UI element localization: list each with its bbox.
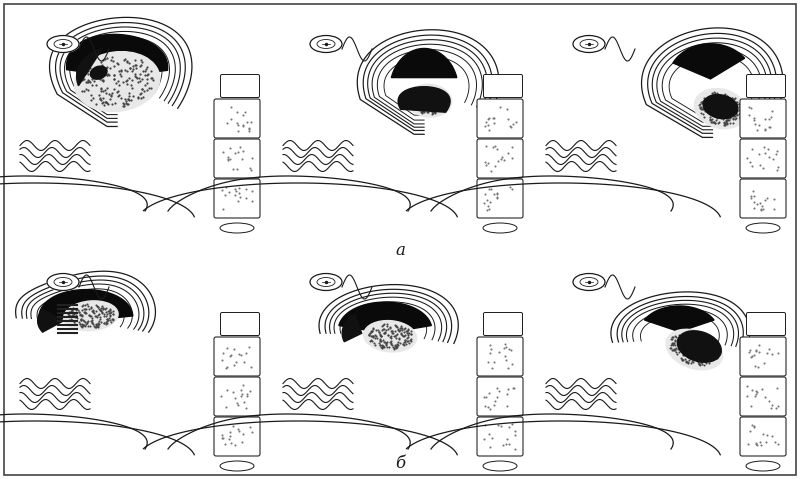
Polygon shape (50, 17, 192, 126)
Ellipse shape (74, 52, 160, 112)
Ellipse shape (694, 89, 746, 129)
Text: а: а (395, 242, 405, 259)
Ellipse shape (703, 94, 738, 119)
FancyBboxPatch shape (477, 99, 523, 138)
FancyBboxPatch shape (477, 139, 523, 178)
Polygon shape (16, 271, 155, 332)
FancyBboxPatch shape (746, 75, 786, 98)
FancyBboxPatch shape (483, 75, 522, 98)
Polygon shape (645, 306, 714, 332)
Polygon shape (66, 34, 168, 77)
Polygon shape (642, 28, 783, 137)
Polygon shape (673, 44, 745, 79)
FancyBboxPatch shape (477, 377, 523, 416)
Polygon shape (391, 48, 457, 78)
Ellipse shape (364, 320, 417, 352)
Ellipse shape (406, 84, 452, 117)
FancyBboxPatch shape (214, 377, 260, 416)
Text: б: б (395, 455, 405, 472)
FancyBboxPatch shape (483, 312, 522, 335)
FancyBboxPatch shape (740, 337, 786, 376)
Ellipse shape (678, 331, 722, 362)
FancyBboxPatch shape (214, 99, 260, 138)
FancyBboxPatch shape (740, 417, 786, 456)
Ellipse shape (666, 329, 722, 370)
Polygon shape (358, 30, 499, 134)
FancyBboxPatch shape (214, 417, 260, 456)
Polygon shape (339, 302, 431, 333)
Polygon shape (38, 309, 64, 332)
Ellipse shape (746, 461, 780, 471)
Ellipse shape (220, 223, 254, 233)
FancyBboxPatch shape (740, 179, 786, 218)
FancyBboxPatch shape (740, 377, 786, 416)
Ellipse shape (220, 461, 254, 471)
FancyBboxPatch shape (477, 337, 523, 376)
FancyBboxPatch shape (740, 139, 786, 178)
Ellipse shape (573, 274, 605, 290)
FancyBboxPatch shape (214, 179, 260, 218)
FancyBboxPatch shape (221, 75, 259, 98)
Ellipse shape (47, 274, 79, 290)
Ellipse shape (483, 461, 517, 471)
Polygon shape (319, 285, 458, 343)
FancyBboxPatch shape (214, 139, 260, 178)
Polygon shape (77, 48, 102, 86)
Ellipse shape (90, 66, 107, 79)
FancyBboxPatch shape (746, 312, 786, 335)
Polygon shape (611, 292, 750, 348)
Polygon shape (342, 314, 362, 342)
Polygon shape (398, 87, 450, 112)
Ellipse shape (310, 274, 342, 290)
Ellipse shape (573, 35, 605, 53)
Ellipse shape (310, 35, 342, 53)
Ellipse shape (47, 35, 79, 53)
Ellipse shape (746, 223, 780, 233)
FancyBboxPatch shape (214, 337, 260, 376)
Ellipse shape (483, 223, 517, 233)
Ellipse shape (64, 301, 118, 331)
Polygon shape (39, 290, 133, 321)
FancyBboxPatch shape (740, 99, 786, 138)
FancyBboxPatch shape (477, 417, 523, 456)
FancyBboxPatch shape (221, 312, 259, 335)
FancyBboxPatch shape (477, 179, 523, 218)
